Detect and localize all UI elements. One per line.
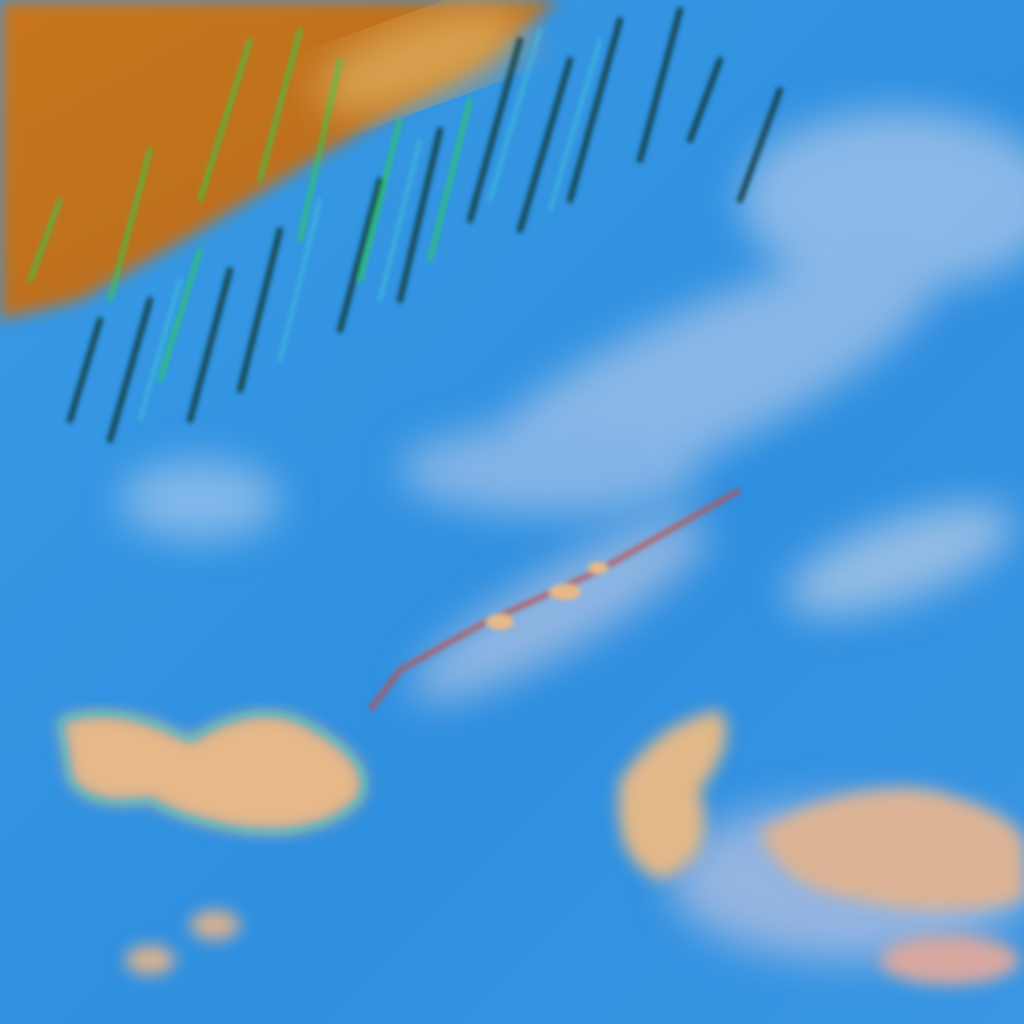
land-mass — [0, 0, 560, 320]
warm-cloud-right — [125, 710, 1024, 985]
mountain-streaks — [28, 7, 783, 443]
cloud-chain — [367, 487, 742, 712]
warm-cloud-left — [57, 710, 367, 835]
